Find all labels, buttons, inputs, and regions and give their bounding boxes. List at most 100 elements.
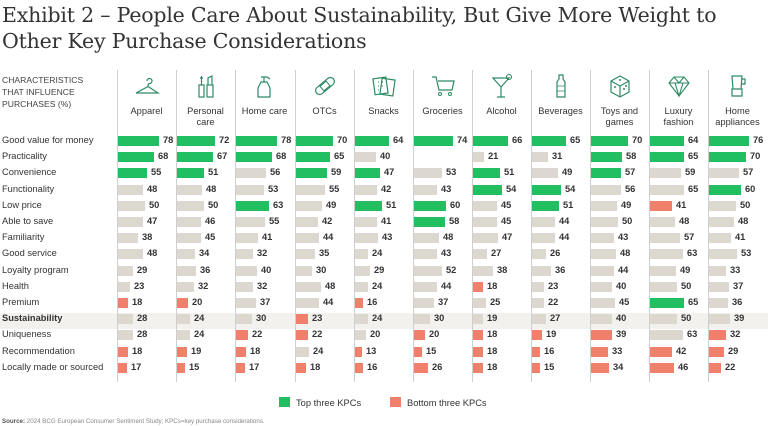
- bar-bottom: [650, 346, 672, 357]
- value-label: 51: [208, 167, 219, 178]
- value-label: 64: [393, 135, 404, 145]
- value-label: 24: [372, 248, 383, 259]
- row-label: Good service: [2, 248, 57, 259]
- value-label: 18: [310, 361, 321, 372]
- value-label: 36: [732, 297, 743, 307]
- value-label: 18: [132, 345, 143, 356]
- value-label: 50: [740, 199, 751, 210]
- bar-bottom: [532, 346, 540, 357]
- value-label: 55: [151, 167, 162, 178]
- value-label: 78: [281, 135, 292, 145]
- crackers-icon: [371, 76, 396, 97]
- bar-top: [355, 200, 382, 211]
- value-label: 20: [370, 329, 381, 340]
- bar-neutral: [414, 184, 437, 195]
- value-label: 15: [189, 361, 200, 372]
- value-label: 65: [688, 183, 699, 194]
- value-label: 25: [490, 297, 501, 307]
- row-header: Characteristics that influence purchases…: [2, 74, 83, 110]
- bar-bottom: [296, 362, 306, 373]
- bar-top: [709, 184, 741, 195]
- column-separator: [708, 70, 709, 382]
- bar-neutral: [532, 152, 548, 163]
- bar-bottom: [473, 330, 483, 341]
- bar-top: [414, 217, 445, 227]
- bar-neutral: [296, 265, 312, 276]
- legend-bottom: Bottom three KPCs: [390, 397, 487, 408]
- bar-neutral: [532, 233, 555, 244]
- bar-neutral: [709, 281, 729, 292]
- value-label: 21: [488, 151, 499, 162]
- row-label: Low price: [2, 199, 42, 210]
- bar-bottom: [177, 362, 185, 373]
- shopping-cart-icon: [431, 76, 455, 96]
- bar-neutral: [118, 330, 133, 341]
- bar-bottom: [118, 362, 127, 373]
- bar-top: [591, 136, 628, 146]
- value-label: 68: [276, 151, 287, 162]
- bar-neutral: [296, 346, 309, 357]
- column-separator: [413, 70, 414, 382]
- bar-top: [296, 168, 327, 179]
- bar-neutral: [591, 265, 614, 276]
- legend-bottom-label: Bottom three KPCs: [407, 398, 487, 408]
- legend-top-swatch: [279, 397, 290, 407]
- bar-neutral: [118, 217, 143, 227]
- row-label: Loyalty program: [2, 264, 69, 275]
- value-label: 17: [249, 361, 260, 372]
- blender-icon: [730, 75, 746, 97]
- value-label: 45: [501, 216, 512, 226]
- value-label: 33: [612, 345, 623, 356]
- value-label: 42: [322, 216, 333, 226]
- bar-neutral: [473, 314, 483, 325]
- bar-neutral: [236, 265, 257, 276]
- bar-top: [650, 152, 684, 163]
- value-label: 57: [743, 167, 754, 178]
- row-label: Recommendation: [2, 345, 75, 356]
- value-label: 37: [733, 280, 744, 291]
- value-label: 39: [616, 329, 627, 340]
- bar-neutral: [177, 184, 202, 195]
- row-label: Good value for money: [2, 135, 94, 145]
- bar-bottom: [709, 362, 721, 373]
- bar-neutral: [709, 298, 728, 308]
- value-label: 49: [326, 199, 337, 210]
- value-label: 43: [441, 248, 452, 259]
- bar-neutral: [355, 184, 377, 195]
- bar-top: [591, 168, 621, 179]
- value-label: 78: [163, 135, 174, 145]
- value-label: 50: [149, 199, 160, 210]
- value-label: 32: [257, 280, 268, 291]
- legend-top: Top three KPCs: [279, 397, 361, 408]
- bar-neutral: [532, 249, 546, 260]
- row-header-line-2: that influence: [2, 87, 75, 97]
- column-separator: [354, 70, 355, 382]
- bar-top: [118, 168, 147, 179]
- value-label: 41: [676, 199, 687, 210]
- bar-neutral: [177, 217, 201, 227]
- bar-neutral: [473, 152, 484, 163]
- column-label: OTCs: [312, 106, 337, 116]
- value-label: 47: [502, 232, 513, 243]
- value-label: 60: [745, 183, 756, 194]
- bar-neutral: [236, 298, 256, 308]
- bar-top: [650, 136, 684, 146]
- value-label: 28: [137, 313, 148, 324]
- value-label: 44: [323, 232, 334, 243]
- value-label: 24: [372, 280, 383, 291]
- bar-neutral: [650, 314, 677, 325]
- bar-neutral: [118, 314, 133, 325]
- value-label: 42: [381, 183, 392, 194]
- value-label: 66: [512, 135, 523, 145]
- value-label: 70: [337, 135, 348, 145]
- bar-neutral: [591, 281, 612, 292]
- value-label: 22: [548, 297, 559, 307]
- bar-neutral: [473, 200, 497, 211]
- source-note: Source: 2024 BCG European Consumer Senti…: [2, 418, 265, 425]
- value-label: 41: [381, 216, 392, 226]
- bar-top: [177, 152, 213, 163]
- value-label: 46: [205, 216, 216, 226]
- value-label: 65: [688, 297, 699, 307]
- value-label: 40: [616, 313, 627, 324]
- bar-neutral: [414, 233, 439, 244]
